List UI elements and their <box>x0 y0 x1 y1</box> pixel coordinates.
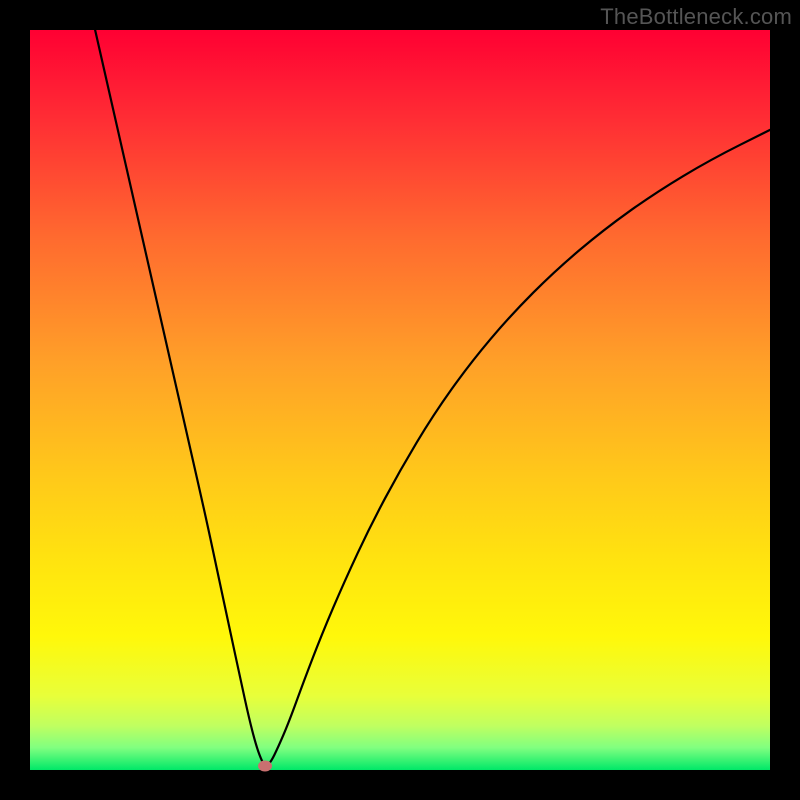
plot-area <box>30 30 770 770</box>
gradient-background <box>30 30 770 770</box>
minimum-marker <box>258 761 272 772</box>
watermark-text: TheBottleneck.com <box>600 4 792 30</box>
chart-container: TheBottleneck.com <box>0 0 800 800</box>
